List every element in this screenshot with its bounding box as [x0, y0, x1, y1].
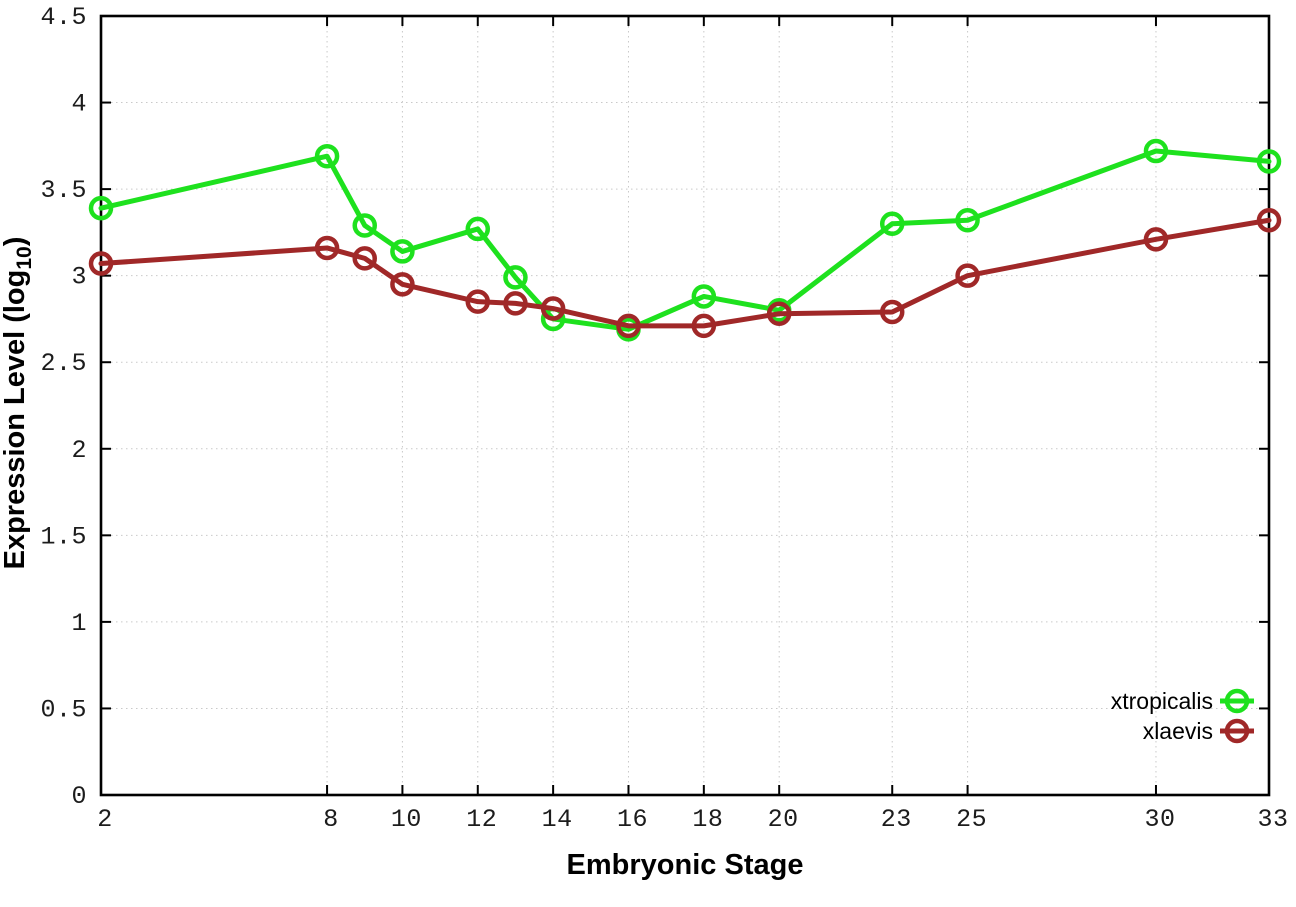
y-tick-label: 0.5 [40, 695, 87, 724]
x-tick-label: 33 [1257, 805, 1288, 834]
data-point-xlaevis-stage-13 [503, 291, 528, 316]
data-point-xtropicalis-stage-12 [465, 216, 491, 242]
data-point-xlaevis-stage-23 [879, 299, 905, 325]
data-point-xlaevis-stage-18 [691, 313, 717, 339]
data-point-xlaevis-stage-20 [766, 301, 792, 327]
y-tick-label: 4.5 [40, 3, 87, 32]
x-tick-label: 16 [617, 805, 648, 834]
x-tick-label: 25 [956, 805, 987, 834]
x-tick-label: 8 [323, 805, 339, 834]
data-point-xlaevis-stage-2 [88, 251, 114, 276]
y-tick-label: 4 [71, 90, 87, 119]
data-point-xtropicalis-stage-13 [503, 265, 528, 290]
legend-label-xtropicalis: xtropicalis [1111, 688, 1213, 714]
x-tick-label: 20 [768, 805, 799, 834]
x-tick-label: 14 [542, 805, 573, 834]
data-point-xtropicalis-stage-10 [390, 239, 415, 264]
legend-marker-xtropicalis [1224, 688, 1250, 714]
data-point-xlaevis-stage-16 [616, 313, 641, 339]
data-point-xlaevis-stage-10 [390, 272, 415, 297]
data-point-xtropicalis-stage-18 [691, 284, 717, 309]
data-point-xtropicalis-stage-25 [955, 208, 980, 233]
data-point-xtropicalis-stage-8 [314, 143, 340, 169]
data-point-xtropicalis-stage-2 [88, 195, 114, 221]
data-point-xlaevis-stage-12 [465, 289, 491, 314]
x-tick-label: 2 [97, 805, 113, 834]
x-tick-label: 23 [881, 805, 912, 834]
data-point-xlaevis-stage-9 [352, 246, 377, 271]
y-axis-title: Expression Level (log10) [0, 237, 36, 570]
data-point-xlaevis-stage-33 [1256, 208, 1282, 233]
y-tick-label: 2.5 [40, 349, 87, 378]
data-point-xlaevis-stage-25 [955, 263, 980, 288]
x-tick-label: 10 [391, 805, 422, 834]
series-line-xlaevis [98, 217, 1272, 329]
series-line-xtropicalis [98, 148, 1272, 332]
data-point-xtropicalis-stage-23 [879, 211, 905, 236]
data-point-xlaevis-stage-8 [314, 235, 340, 261]
data-point-xlaevis-stage-30 [1143, 227, 1169, 252]
y-tick-label: 2 [71, 436, 87, 465]
data-point-xlaevis-stage-14 [540, 296, 566, 321]
data-point-xtropicalis-stage-33 [1256, 149, 1282, 174]
y-tick-label: 1.5 [40, 522, 87, 551]
data-point-xtropicalis-stage-30 [1143, 138, 1169, 164]
x-tick-label: 18 [692, 805, 723, 834]
legend-label-xlaevis: xlaevis [1143, 718, 1213, 744]
x-axis-title: Embryonic Stage [567, 849, 804, 881]
y-tick-label: 3.5 [40, 176, 87, 205]
x-tick-label: 30 [1144, 805, 1175, 834]
y-tick-label: 3 [71, 263, 87, 292]
legend-marker-xlaevis [1224, 718, 1250, 744]
plot-border [99, 14, 1271, 797]
y-tick-label: 0 [71, 782, 87, 811]
y-tick-label: 1 [71, 609, 87, 638]
data-point-xtropicalis-stage-9 [352, 213, 377, 238]
x-tick-label: 12 [466, 805, 497, 834]
